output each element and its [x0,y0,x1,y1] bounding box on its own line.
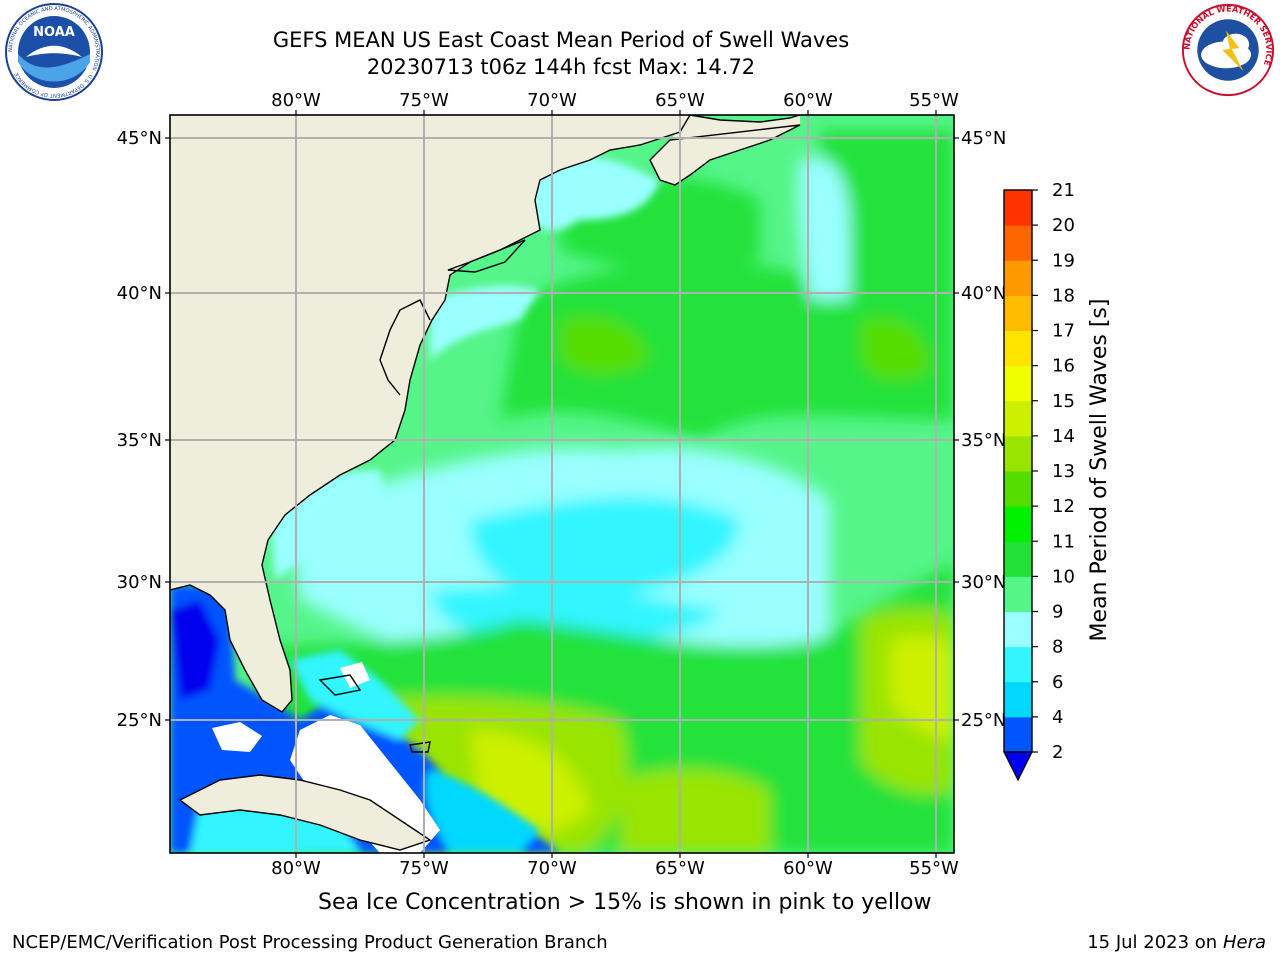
forecast-subtitle: 20230713 t06z 144h fcst Max: 14.72 [366,55,756,79]
colorbar-bin [1004,225,1032,261]
colorbar-tick-label: 17 [1052,321,1075,342]
lon-label-bottom: 55°W [909,858,959,879]
colorbar-tick-label: 6 [1052,672,1063,693]
lon-label-top: 70°W [527,90,577,111]
lat-label-left: 30°N [117,572,162,593]
sea-ice-note: Sea Ice Concentration > 15% is shown in … [318,890,932,915]
colorbar-bin [1004,330,1032,367]
lon-label-top: 65°W [655,90,705,111]
colorbar-bin [1004,506,1032,542]
colorbar-bin [1004,611,1032,648]
colorbar-bin [1004,365,1032,402]
colorbar-tick-label: 12 [1052,496,1075,517]
noaa-logo-text: NOAA [33,25,75,40]
colorbar-bin [1004,435,1032,472]
footer-date-text: 15 Jul 2023 on [1087,932,1218,953]
noaa-logo: NOAA NATIONAL OCEANIC AND ATMOSPHERIC AD… [5,3,103,101]
lon-label-bottom: 60°W [783,858,833,879]
colorbar-bin [1004,716,1032,753]
lon-label-top: 75°W [399,90,449,111]
lat-label-left: 25°N [117,710,162,731]
colorbar-under-arrow [1003,751,1033,782]
colorbar-label: Mean Period of Swell Waves [s] [1087,299,1112,642]
lat-label-left: 35°N [117,430,162,451]
lon-label-top: 60°W [783,90,833,111]
colorbar-bin [1004,646,1032,683]
colorbar-tick-label: 9 [1052,602,1063,623]
colorbar-tick-label: 18 [1052,285,1075,306]
colorbar-tick-label: 4 [1052,707,1063,728]
lat-label-right: 25°N [961,710,1006,731]
colorbar-bin [1004,541,1032,577]
lon-label-bottom: 65°W [655,858,705,879]
colorbar-tick-label: 19 [1052,250,1075,271]
footer-host: Hera [1222,932,1266,953]
colorbar-tick-label: 16 [1052,356,1075,377]
colorbar-bin [1004,681,1032,718]
lat-label-right: 35°N [961,430,1006,451]
colorbar-tick-label: 2 [1052,742,1063,763]
colorbar-bin [1004,471,1032,507]
footer-credit: NCEP/EMC/Verification Post Processing Pr… [12,932,608,953]
colorbar-bin [1004,190,1032,226]
colorbar-bin [1004,400,1032,437]
colorbar-tick-label: 20 [1052,215,1075,236]
map-title: GEFS MEAN US East Coast Mean Period of S… [272,28,850,52]
map-frame [169,114,955,854]
lon-label-bottom: 80°W [271,858,321,879]
colorbar-tick-label: 11 [1052,531,1075,552]
lon-label-top: 55°W [909,90,959,111]
lat-label-right: 45°N [961,128,1006,149]
lon-label-top: 80°W [271,90,321,111]
colorbar-bin [1004,576,1032,612]
colorbar-tick-label: 8 [1052,637,1063,658]
colorbar-tick-label: 21 [1052,180,1075,201]
lat-label-left: 45°N [117,128,162,149]
colorbar-tick-label: 10 [1052,566,1075,587]
lat-label-right: 30°N [961,572,1006,593]
footer-date: 15 Jul 2023 on Hera [1087,932,1266,953]
nws-logo: NATIONAL WEATHER SERVICE [1181,4,1275,97]
lat-label-right: 40°N [961,283,1006,304]
colorbar-bin [1004,295,1032,331]
colorbar: 2 4 6 8 9 10 11 12 13 14 15 16 17 18 19 20 21 [1003,180,1075,782]
colorbar-tick-label: 13 [1052,461,1075,482]
lon-label-bottom: 70°W [527,858,577,879]
lat-label-left: 40°N [117,283,162,304]
map-field [170,115,954,853]
colorbar-tick-label: 14 [1052,426,1075,447]
lon-label-bottom: 75°W [399,858,449,879]
graticule [170,115,954,853]
colorbar-bin [1004,260,1032,296]
colorbar-tick-label: 15 [1052,391,1075,412]
